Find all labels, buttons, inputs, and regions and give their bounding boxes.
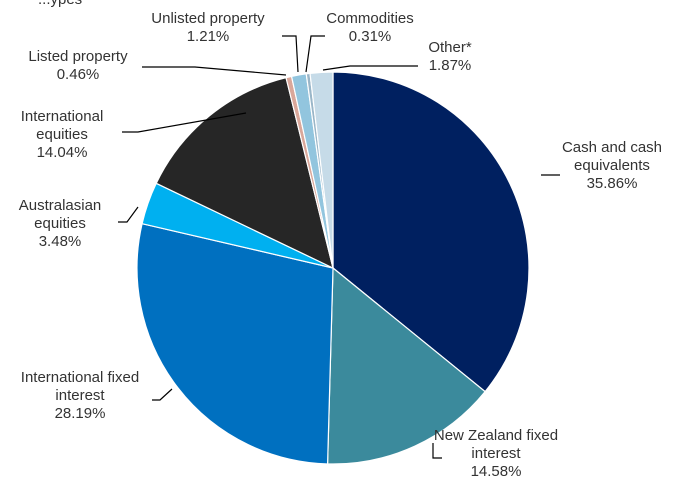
label-value: 28.19% [55, 405, 106, 422]
leader-unlisted-property [282, 35, 299, 73]
leader-australasian-equities [118, 206, 139, 223]
leader-new-zealand-fixed-interest [432, 443, 442, 459]
label-value: 0.46% [57, 66, 100, 83]
label-international-fixed-interest: International fixed interest 28.19% [21, 369, 139, 422]
label-value: 35.86% [587, 175, 638, 192]
label-name-line: equities [34, 215, 86, 232]
slice-cash-and-cash-equivalents [332, 71, 530, 393]
slice-labels: Cash and cash equivalents 35.86% New Zealan… [19, 10, 662, 480]
label-value: 0.31% [349, 28, 392, 45]
leader-international-equities [122, 112, 247, 133]
leader-other [322, 65, 418, 71]
label-value: 14.04% [37, 144, 88, 161]
label-name-line: International fixed [21, 369, 139, 386]
label-australasian-equities: Australasian equities 3.48% [19, 197, 102, 250]
label-value: 1.21% [187, 28, 230, 45]
label-value: 1.87% [429, 57, 472, 74]
label-name-line: equivalents [574, 157, 650, 174]
leader-international-fixed-interest [152, 388, 173, 401]
label-international-equities: International equities 14.04% [21, 108, 104, 161]
label-name-line: New Zealand fixed [434, 427, 558, 444]
label-other: Other* 1.87% [428, 39, 472, 74]
slice-new-zealand-fixed-interest [326, 266, 486, 465]
slice-other [309, 71, 334, 269]
label-cash-and-cash-equivalents: Cash and cash equivalents 35.86% [562, 139, 662, 192]
label-unlisted-property: Unlisted property 1.21% [151, 10, 265, 45]
label-name-line: Australasian [19, 197, 102, 214]
label-value: 3.48% [39, 233, 82, 250]
label-name-line: equities [36, 126, 88, 143]
leader-commodities [305, 35, 325, 73]
label-name-line: interest [471, 445, 521, 462]
chart-title-fragment: ...ypes [38, 0, 82, 8]
slice-international-fixed-interest [136, 222, 334, 465]
label-name-line: Listed property [28, 48, 128, 65]
label-commodities: Commodities 0.31% [326, 10, 414, 45]
leader-listed-property [142, 66, 287, 76]
label-name-line: International [21, 108, 104, 125]
slice-international-equities [155, 76, 334, 270]
label-new-zealand-fixed-interest: New Zealand fixed interest 14.58% [434, 427, 558, 480]
label-name-line: Other* [428, 39, 472, 56]
label-name-line: interest [55, 387, 105, 404]
label-value: 14.58% [471, 463, 522, 480]
label-listed-property: Listed property 0.46% [28, 48, 128, 83]
label-name-line: Cash and cash [562, 139, 662, 156]
label-name-line: Unlisted property [151, 10, 265, 27]
pie-slices [136, 71, 530, 465]
leader-lines [118, 35, 560, 459]
label-name-line: Commodities [326, 10, 414, 27]
